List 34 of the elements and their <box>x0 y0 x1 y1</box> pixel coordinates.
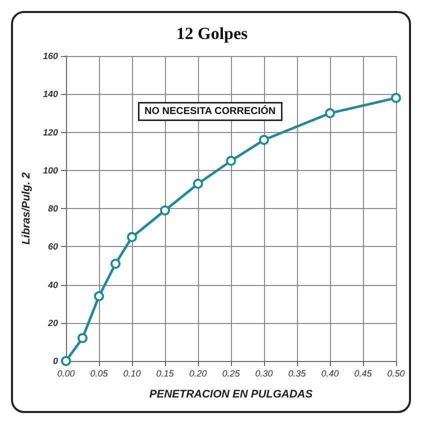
y-tick-label: 120 <box>42 127 58 138</box>
y-tick-label: 100 <box>42 165 58 176</box>
y-tick-label: 140 <box>42 89 58 100</box>
y-axis-title: Libras/Pulg. 2 <box>20 172 33 245</box>
annotation: NO NECESITA CORRECIÓN <box>144 105 276 117</box>
point <box>226 156 236 166</box>
x-tick-label: 0.35 <box>288 368 307 378</box>
x-tick-label: 0.05 <box>90 368 109 378</box>
point <box>78 333 88 344</box>
x-tick-label: 0.40 <box>321 368 339 378</box>
point <box>127 232 137 242</box>
point <box>193 178 203 189</box>
x-tick-label: 0.15 <box>156 368 175 378</box>
x-tick-label: 0.00 <box>57 368 75 378</box>
point <box>325 108 335 118</box>
point <box>94 291 104 302</box>
point <box>110 258 120 269</box>
y-tick-label: 0 <box>52 356 58 366</box>
point <box>160 205 170 216</box>
x-tick-label: 0.45 <box>354 368 373 378</box>
chart-title: 12 Golpes <box>176 24 248 43</box>
x-tick-label: 0.20 <box>189 368 207 378</box>
x-tick-label: 0.30 <box>255 368 273 378</box>
x-axis-title: PENETRACION EN PULGADAS <box>149 388 314 400</box>
y-tick-label: 160 <box>42 51 58 61</box>
y-tick-label: 20 <box>46 318 58 328</box>
point <box>259 134 269 145</box>
y-tick-label: 60 <box>48 242 58 252</box>
x-tick-label: 0.50 <box>387 368 405 378</box>
x-tick-label: 0.25 <box>222 368 241 378</box>
y-tick-label: 40 <box>46 280 58 290</box>
y-tick-label: 80 <box>48 204 58 214</box>
point <box>391 92 401 103</box>
x-tick-label: 0.10 <box>123 368 141 378</box>
